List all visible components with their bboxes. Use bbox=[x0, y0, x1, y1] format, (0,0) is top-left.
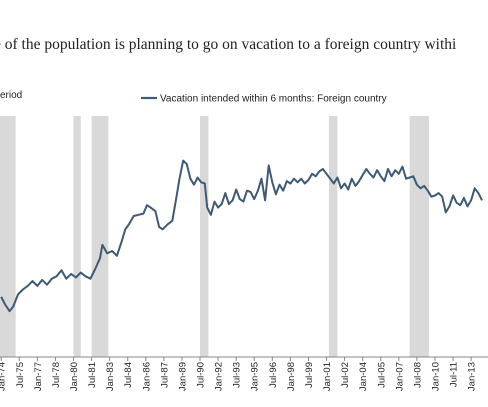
x-tick-label: Jan-83 bbox=[105, 362, 116, 391]
series-legend-label: Vacation intended within 6 months: Forei… bbox=[160, 94, 387, 105]
x-tick-label: Jul-87 bbox=[159, 362, 170, 388]
x-tick-label: Jul-08 bbox=[412, 362, 423, 388]
recession-band-4 bbox=[200, 116, 209, 357]
x-tick-label: Jul-84 bbox=[123, 362, 134, 388]
recession-band-1 bbox=[0, 116, 16, 357]
x-tick-label: Jul-90 bbox=[196, 362, 207, 388]
x-tick-label: Jul-78 bbox=[51, 362, 62, 388]
x-tick-label: Jul-75 bbox=[15, 362, 26, 388]
x-tick-label: Jul-11 bbox=[449, 362, 460, 387]
x-tick-label: Jul-99 bbox=[304, 362, 315, 388]
x-tick-label: Jan-04 bbox=[358, 362, 369, 391]
x-tick-label: Jul-02 bbox=[340, 362, 351, 388]
recession-band-5 bbox=[328, 116, 338, 357]
x-axis-ticks: Jan-74 Jul-75 Jan-77 Jul-78 Jan-80 Jul-81 Jan-… bbox=[0, 357, 478, 391]
chart-title: e of the population is planning to go on… bbox=[0, 36, 457, 53]
x-tick-label: Jan-86 bbox=[141, 362, 152, 391]
series-lines bbox=[0, 159, 483, 313]
legend: eriod Vacation intended within 6 months:… bbox=[0, 90, 387, 105]
x-tick-label: Jan-95 bbox=[250, 362, 261, 391]
x-tick-label: Jan-10 bbox=[430, 362, 441, 391]
x-tick-label: Jul-05 bbox=[376, 362, 387, 388]
x-tick-label: Jan-13 bbox=[467, 362, 478, 391]
recession-bands bbox=[0, 116, 429, 357]
x-tick-label: Jan-98 bbox=[286, 362, 297, 391]
recession-legend-label: eriod bbox=[0, 90, 22, 101]
x-tick-label: Jan-77 bbox=[33, 362, 44, 391]
x-tick-label: Jul-81 bbox=[87, 362, 98, 388]
x-tick-label: Jul-96 bbox=[268, 362, 279, 388]
x-tick-label: Jul-93 bbox=[232, 362, 243, 388]
x-tick-label: Jan-80 bbox=[69, 362, 80, 391]
x-tick-label: Jan-89 bbox=[177, 362, 188, 391]
recession-band-6 bbox=[409, 116, 429, 357]
x-tick-label: Jan-74 bbox=[0, 362, 8, 391]
recession-band-2 bbox=[73, 116, 81, 357]
x-tick-label: Jan-01 bbox=[322, 362, 333, 391]
x-tick-label: Jan-92 bbox=[214, 362, 225, 391]
series-line-1 bbox=[0, 159, 483, 313]
x-tick-label: Jan-07 bbox=[394, 362, 405, 391]
recession-band-3 bbox=[91, 116, 109, 357]
